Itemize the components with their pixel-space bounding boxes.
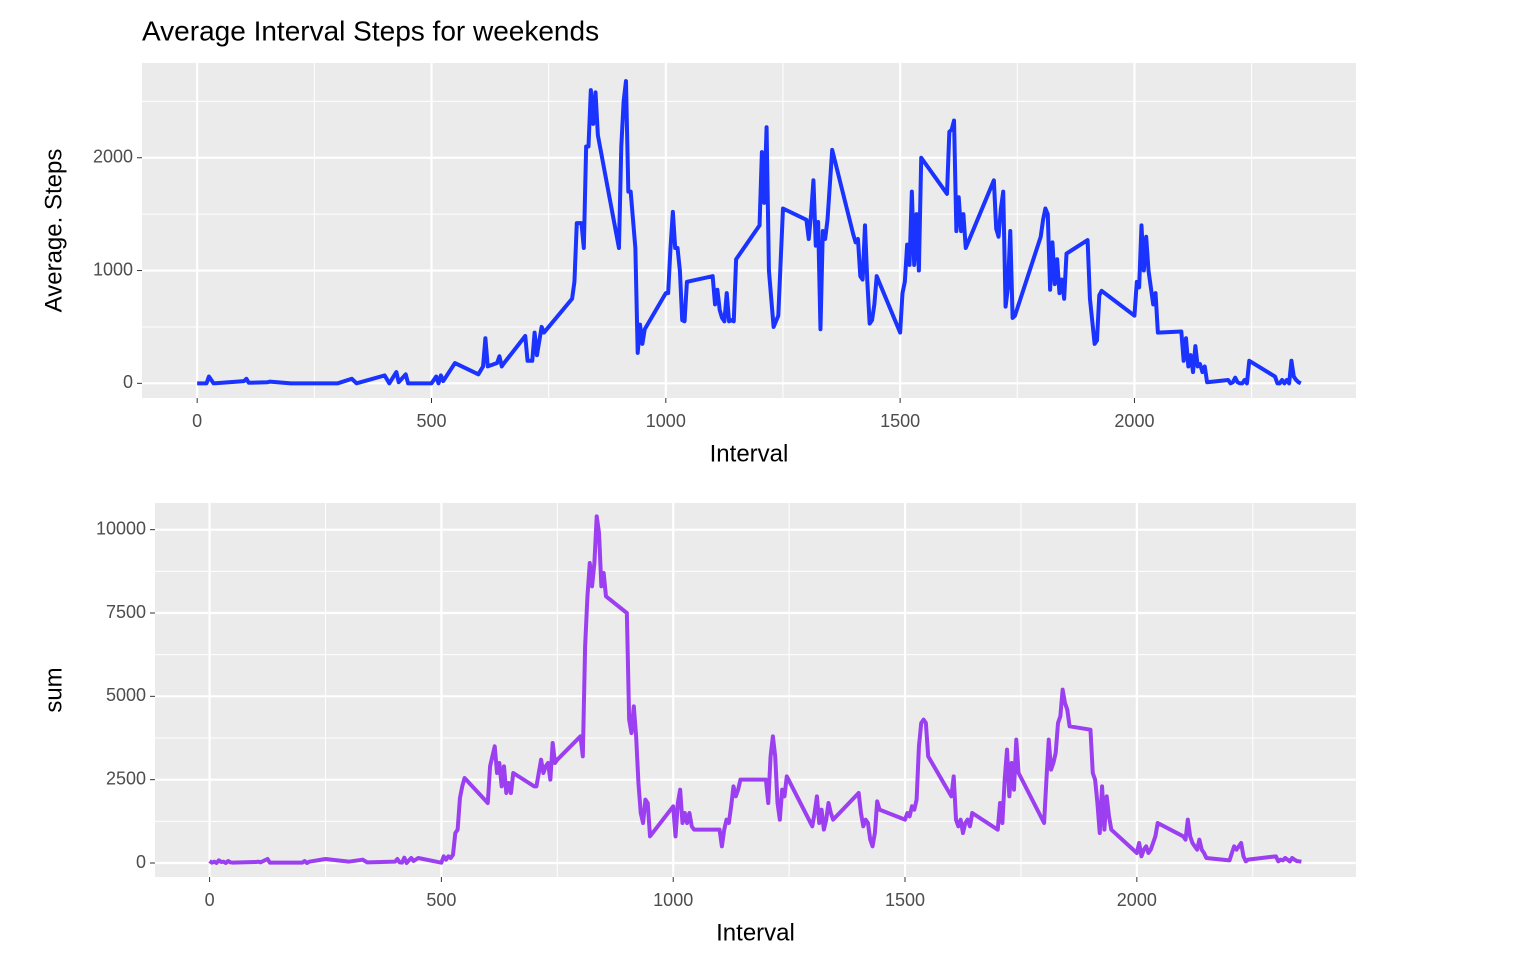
y-tick-label: 2500 bbox=[106, 768, 146, 788]
x-tick-label: 500 bbox=[416, 411, 446, 431]
x-tick-label: 0 bbox=[205, 890, 215, 910]
data-line bbox=[208, 514, 1302, 865]
y-axis-title: sum bbox=[40, 667, 67, 712]
x-tick-label: 1000 bbox=[646, 411, 686, 431]
plot-panel bbox=[155, 503, 1356, 877]
x-tick-label: 2000 bbox=[1117, 890, 1157, 910]
y-axis-title: Average. Steps bbox=[40, 149, 67, 313]
y-tick-label: 7500 bbox=[106, 602, 146, 622]
y-tick-label: 1000 bbox=[93, 259, 133, 279]
x-tick-label: 1500 bbox=[880, 411, 920, 431]
x-tick-label: 500 bbox=[426, 890, 456, 910]
y-tick-label: 5000 bbox=[106, 685, 146, 705]
y-tick-label: 0 bbox=[123, 372, 133, 392]
x-tick-label: 1000 bbox=[653, 890, 693, 910]
plot-panel bbox=[142, 63, 1356, 398]
y-tick-label: 10000 bbox=[96, 518, 146, 538]
chart-title: Average Interval Steps for weekends bbox=[142, 15, 599, 46]
y-tick-label: 2000 bbox=[93, 146, 133, 166]
x-axis-title: Interval bbox=[710, 440, 789, 467]
x-tick-label: 1500 bbox=[885, 890, 925, 910]
x-tick-label: 2000 bbox=[1114, 411, 1154, 431]
y-tick-label: 0 bbox=[136, 852, 146, 872]
data-line bbox=[197, 79, 1302, 386]
x-axis-title: Interval bbox=[716, 919, 795, 946]
x-tick-label: 0 bbox=[192, 411, 202, 431]
